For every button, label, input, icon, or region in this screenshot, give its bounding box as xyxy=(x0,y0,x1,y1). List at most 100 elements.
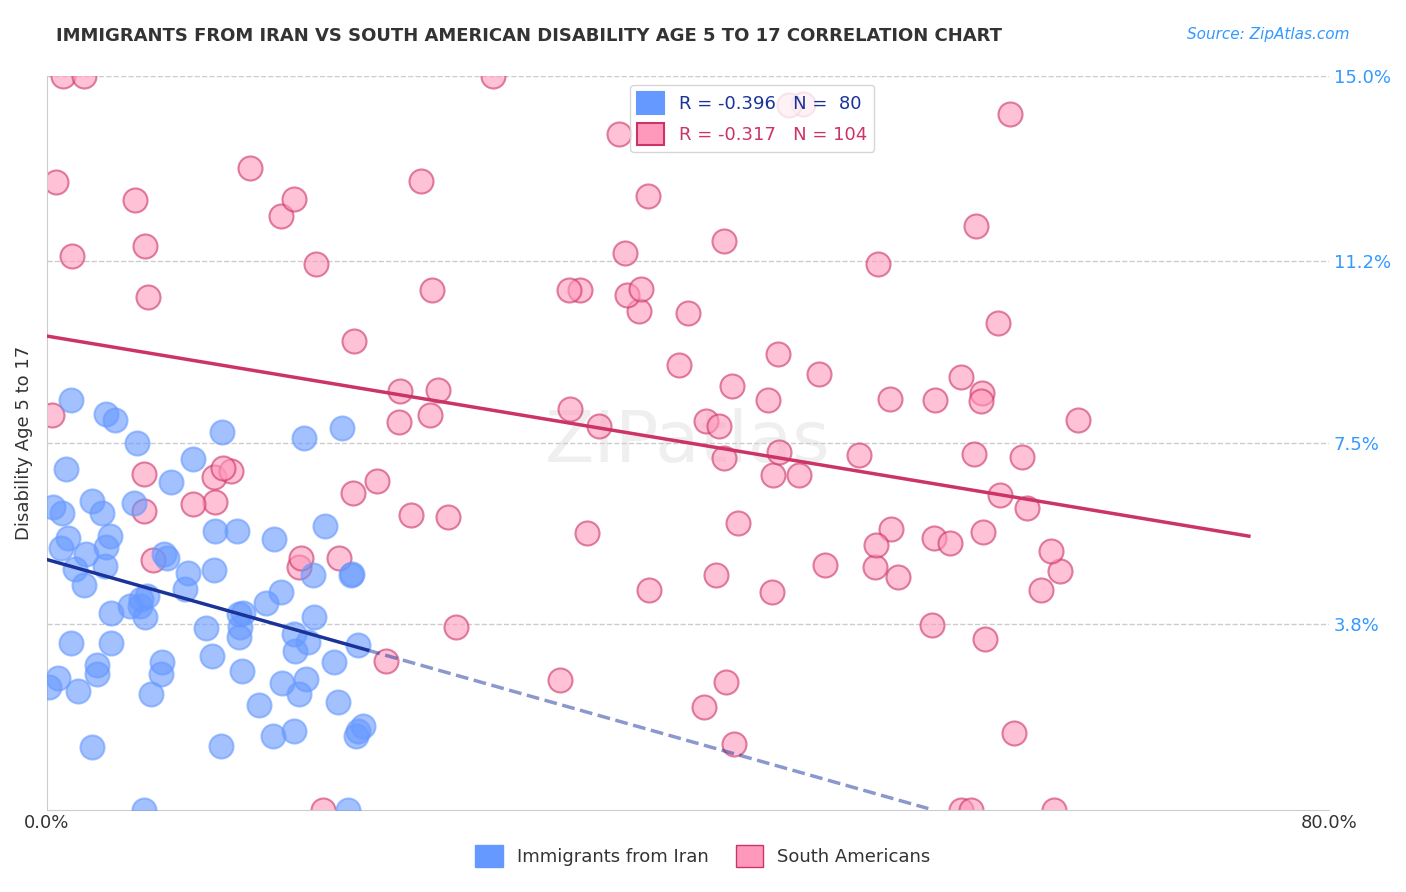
Point xyxy=(921,618,943,632)
Point xyxy=(80,494,103,508)
Point xyxy=(204,524,226,538)
Point xyxy=(768,445,790,459)
Point xyxy=(134,803,156,817)
Point xyxy=(970,394,993,409)
Point xyxy=(627,303,650,318)
Point xyxy=(998,107,1021,121)
Point xyxy=(887,570,910,584)
Point xyxy=(55,461,77,475)
Point xyxy=(75,548,97,562)
Point xyxy=(302,609,325,624)
Point xyxy=(1049,564,1071,578)
Point xyxy=(630,282,652,296)
Point xyxy=(607,127,630,141)
Point xyxy=(970,386,993,401)
Point xyxy=(56,531,79,545)
Point xyxy=(352,719,374,733)
Point xyxy=(59,636,82,650)
Point xyxy=(713,234,735,248)
Point xyxy=(949,803,972,817)
Point xyxy=(100,635,122,649)
Point xyxy=(342,486,364,500)
Point xyxy=(262,729,284,743)
Point xyxy=(124,193,146,207)
Point xyxy=(337,803,360,817)
Point xyxy=(94,540,117,554)
Point xyxy=(94,559,117,574)
Point xyxy=(225,524,247,539)
Point xyxy=(1067,413,1090,427)
Point xyxy=(427,383,450,397)
Point xyxy=(963,446,986,460)
Point xyxy=(42,500,65,514)
Point xyxy=(446,620,468,634)
Point xyxy=(374,654,396,668)
Point xyxy=(45,175,67,189)
Point xyxy=(202,470,225,484)
Point xyxy=(254,596,277,610)
Point xyxy=(709,419,731,434)
Point xyxy=(813,558,835,573)
Point xyxy=(46,671,69,685)
Point xyxy=(388,415,411,429)
Point xyxy=(94,407,117,421)
Point xyxy=(41,408,63,422)
Point xyxy=(766,346,789,360)
Legend: R = -0.396   N =  80, R = -0.317   N = 104: R = -0.396 N = 80, R = -0.317 N = 104 xyxy=(630,85,875,152)
Point xyxy=(228,630,250,644)
Point xyxy=(247,698,270,712)
Point xyxy=(714,674,737,689)
Point xyxy=(344,729,367,743)
Point xyxy=(194,621,217,635)
Point xyxy=(727,516,749,530)
Point xyxy=(807,367,830,381)
Point xyxy=(868,257,890,271)
Point xyxy=(332,421,354,435)
Point xyxy=(419,409,441,423)
Point xyxy=(614,246,637,260)
Point xyxy=(135,589,157,603)
Point xyxy=(51,506,73,520)
Point xyxy=(211,425,233,440)
Text: Source: ZipAtlas.com: Source: ZipAtlas.com xyxy=(1187,27,1350,42)
Point xyxy=(1011,450,1033,464)
Point xyxy=(212,460,235,475)
Point xyxy=(668,358,690,372)
Point xyxy=(59,393,82,408)
Point xyxy=(80,740,103,755)
Point xyxy=(346,638,368,652)
Point xyxy=(209,739,232,753)
Point xyxy=(972,524,994,539)
Point xyxy=(104,413,127,427)
Point xyxy=(142,553,165,567)
Point xyxy=(328,551,350,566)
Point xyxy=(73,578,96,592)
Point xyxy=(239,161,262,175)
Point xyxy=(153,547,176,561)
Point xyxy=(343,334,366,349)
Point xyxy=(134,239,156,253)
Point xyxy=(560,402,582,417)
Point xyxy=(263,532,285,546)
Point xyxy=(90,506,112,520)
Point xyxy=(704,568,727,582)
Point xyxy=(270,210,292,224)
Point xyxy=(314,519,336,533)
Point xyxy=(987,317,1010,331)
Point xyxy=(1015,500,1038,515)
Point xyxy=(86,666,108,681)
Point xyxy=(328,695,350,709)
Point xyxy=(399,508,422,522)
Point xyxy=(322,655,344,669)
Point xyxy=(588,419,610,434)
Point xyxy=(848,449,870,463)
Point xyxy=(132,467,155,482)
Point xyxy=(575,525,598,540)
Point xyxy=(141,687,163,701)
Point xyxy=(411,174,433,188)
Point xyxy=(228,620,250,634)
Point xyxy=(202,563,225,577)
Point xyxy=(713,451,735,466)
Point xyxy=(792,96,814,111)
Point xyxy=(201,648,224,663)
